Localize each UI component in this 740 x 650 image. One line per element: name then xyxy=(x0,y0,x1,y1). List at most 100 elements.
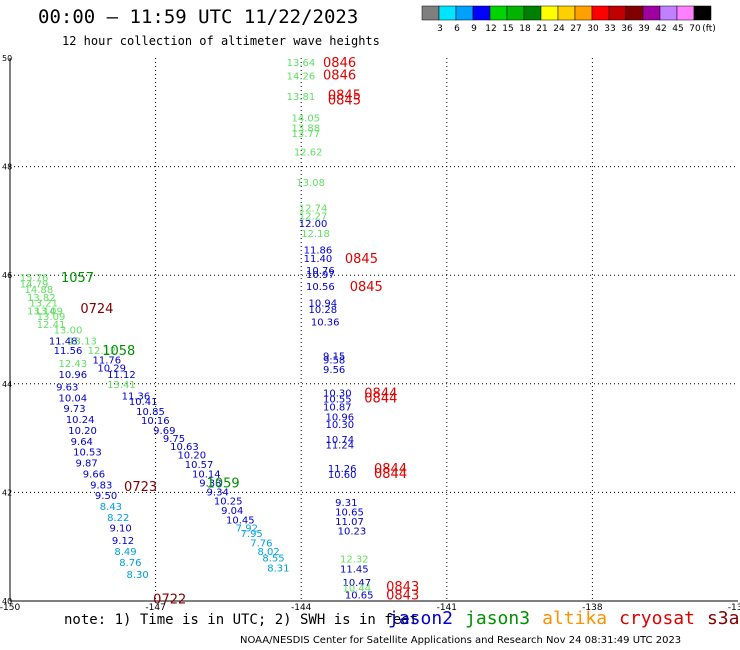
legend-entry-jason2: jason2 xyxy=(388,608,454,629)
wave-height-label: 10.30 xyxy=(323,388,352,399)
pass-time-label: 0844 xyxy=(364,386,397,401)
wave-height-label: 9.75 xyxy=(163,434,185,445)
y-tick-label: 50 xyxy=(2,54,12,63)
x-tick-label: -144 xyxy=(291,603,312,613)
x-tick-label: -150 xyxy=(0,603,20,613)
wave-height-label: 10.87 xyxy=(323,403,352,414)
wave-height-label: 10.16 xyxy=(141,416,170,427)
wave-height-label: 13.08 xyxy=(296,178,325,189)
wave-height-label: 10.24 xyxy=(66,415,95,426)
wave-height-label: 9.63 xyxy=(56,383,78,394)
wave-height-label: 9.83 xyxy=(90,480,112,491)
wave-height-label: 12.12 xyxy=(88,346,117,357)
colorbar-tick-label: 6 xyxy=(454,24,460,34)
wave-height-label: 11.48 xyxy=(49,336,78,347)
wave-height-label: 13.14 xyxy=(27,306,56,317)
colorbar-tick-label: 45 xyxy=(672,24,683,34)
pass-time-label: 0845 xyxy=(328,93,361,108)
wave-height-label: 10.36 xyxy=(311,317,340,328)
wave-height-label: 9.87 xyxy=(76,459,98,470)
wave-height-label: 10.97 xyxy=(306,270,335,281)
wave-height-label: 9.10 xyxy=(109,524,131,535)
chart-subtitle: 12 hour collection of altimeter wave hei… xyxy=(62,34,380,48)
y-tick-label: 46 xyxy=(2,271,12,280)
wave-height-label: 10.29 xyxy=(97,364,126,375)
wave-height-label: 12.27 xyxy=(299,211,328,222)
y-tick-label: 44 xyxy=(2,380,12,389)
wave-height-label: 8.49 xyxy=(114,547,136,558)
wave-height-label: 9.15 xyxy=(323,352,345,363)
wave-height-label: 12.18 xyxy=(301,229,330,240)
wave-height-label: 9.50 xyxy=(95,491,117,502)
wave-height-label: 14.79 xyxy=(20,279,49,290)
wave-height-label: 11.24 xyxy=(325,441,354,452)
x-tick-label: -141 xyxy=(437,603,457,613)
wave-height-label: 7.76 xyxy=(250,538,272,549)
wave-height-label: 10.96 xyxy=(325,412,354,423)
legend-entry-jason3: jason3 xyxy=(465,608,531,629)
colorbar-tick-label: 3 xyxy=(437,24,443,34)
wave-height-label: 8.30 xyxy=(126,570,148,581)
colorbar-tick-label: 42 xyxy=(655,24,666,34)
pass-time-label: 0846 xyxy=(323,68,356,83)
wave-height-label: 12.41 xyxy=(37,320,66,331)
colorbar-tick-label: 15 xyxy=(502,24,513,34)
pass-time-label: 0846 xyxy=(323,56,356,71)
pass-time-label: 0722 xyxy=(153,592,186,607)
pass-time-label: 1058 xyxy=(102,344,135,359)
y-tick-label: 42 xyxy=(2,488,12,497)
wave-height-label: 8.43 xyxy=(100,502,122,513)
wave-height-label: 9.69 xyxy=(153,426,175,437)
wave-height-label: 11.07 xyxy=(335,517,364,528)
wave-height-label: 9.73 xyxy=(63,404,85,415)
legend-entry-cryosat: cryosat xyxy=(619,608,695,629)
pass-time-label: 0843 xyxy=(386,580,419,595)
wave-height-label: 15.76 xyxy=(20,273,49,284)
wave-height-label: 8.31 xyxy=(267,563,289,574)
wave-height-label: 13.09 xyxy=(34,306,63,317)
x-tick-label: -147 xyxy=(145,603,165,613)
wave-height-label: 13.88 xyxy=(291,124,320,135)
wave-height-label: 12.43 xyxy=(59,359,88,370)
wave-height-label: 10.47 xyxy=(342,578,371,589)
wave-height-label: 13.21 xyxy=(29,298,58,309)
colorbar-tick-label: 36 xyxy=(621,24,633,34)
wave-height-label: 10.85 xyxy=(136,407,165,418)
pass-time-label: 0723 xyxy=(124,480,157,495)
wave-height-label: 9.64 xyxy=(71,437,93,448)
pass-time-label: 0844 xyxy=(374,462,407,477)
note-text: note: 1) Time is in UTC; 2) SWH is in fe… xyxy=(64,612,419,628)
wave-height-label: 8.22 xyxy=(107,513,129,524)
y-tick-label: 48 xyxy=(2,163,12,172)
legend-entry-altika: altika xyxy=(542,608,608,629)
wave-height-label: 9.56 xyxy=(323,365,345,376)
wave-height-label: 8.02 xyxy=(258,547,280,558)
wave-height-label: 10.23 xyxy=(338,526,367,537)
colorbar-tick-label: 24 xyxy=(553,24,565,34)
wave-height-label: 10.94 xyxy=(308,298,337,309)
y-tick-label: 40 xyxy=(2,597,12,606)
chart-title: 00:00 – 11:59 UTC 11/22/2023 xyxy=(38,6,359,28)
credit-line: NOAA/NESDIS Center for Satellite Applica… xyxy=(240,635,682,646)
pass-time-label: 1059 xyxy=(207,477,240,492)
wave-height-label: 10.20 xyxy=(177,450,206,461)
wave-height-label: 10.45 xyxy=(226,516,255,527)
wave-height-label: 10.30 xyxy=(325,420,354,431)
wave-height-label: 10.57 xyxy=(185,460,214,471)
colorbar-tick-label: 70 xyxy=(689,24,701,34)
pass-time-label: 1057 xyxy=(61,271,94,286)
wave-height-label: 10.53 xyxy=(73,448,102,459)
wave-height-label: 14.88 xyxy=(25,285,54,296)
colorbar-tick-label: 12 xyxy=(485,24,496,34)
x-tick-label: -138 xyxy=(582,603,603,613)
wave-height-label: 10.76 xyxy=(306,266,335,277)
wave-height-label: 9.31 xyxy=(335,498,357,509)
wave-height-label: 13.64 xyxy=(287,58,316,69)
satellite-legend: jason2 jason3 altika cryosat s3a xyxy=(388,608,740,629)
wave-height-label: 9.34 xyxy=(207,487,229,498)
wave-height-label: 10.28 xyxy=(308,305,337,316)
wave-height-label: 10.55 xyxy=(323,394,352,405)
wave-height-label: 12.74 xyxy=(299,203,328,214)
colorbar-tick-label: 33 xyxy=(604,24,615,34)
